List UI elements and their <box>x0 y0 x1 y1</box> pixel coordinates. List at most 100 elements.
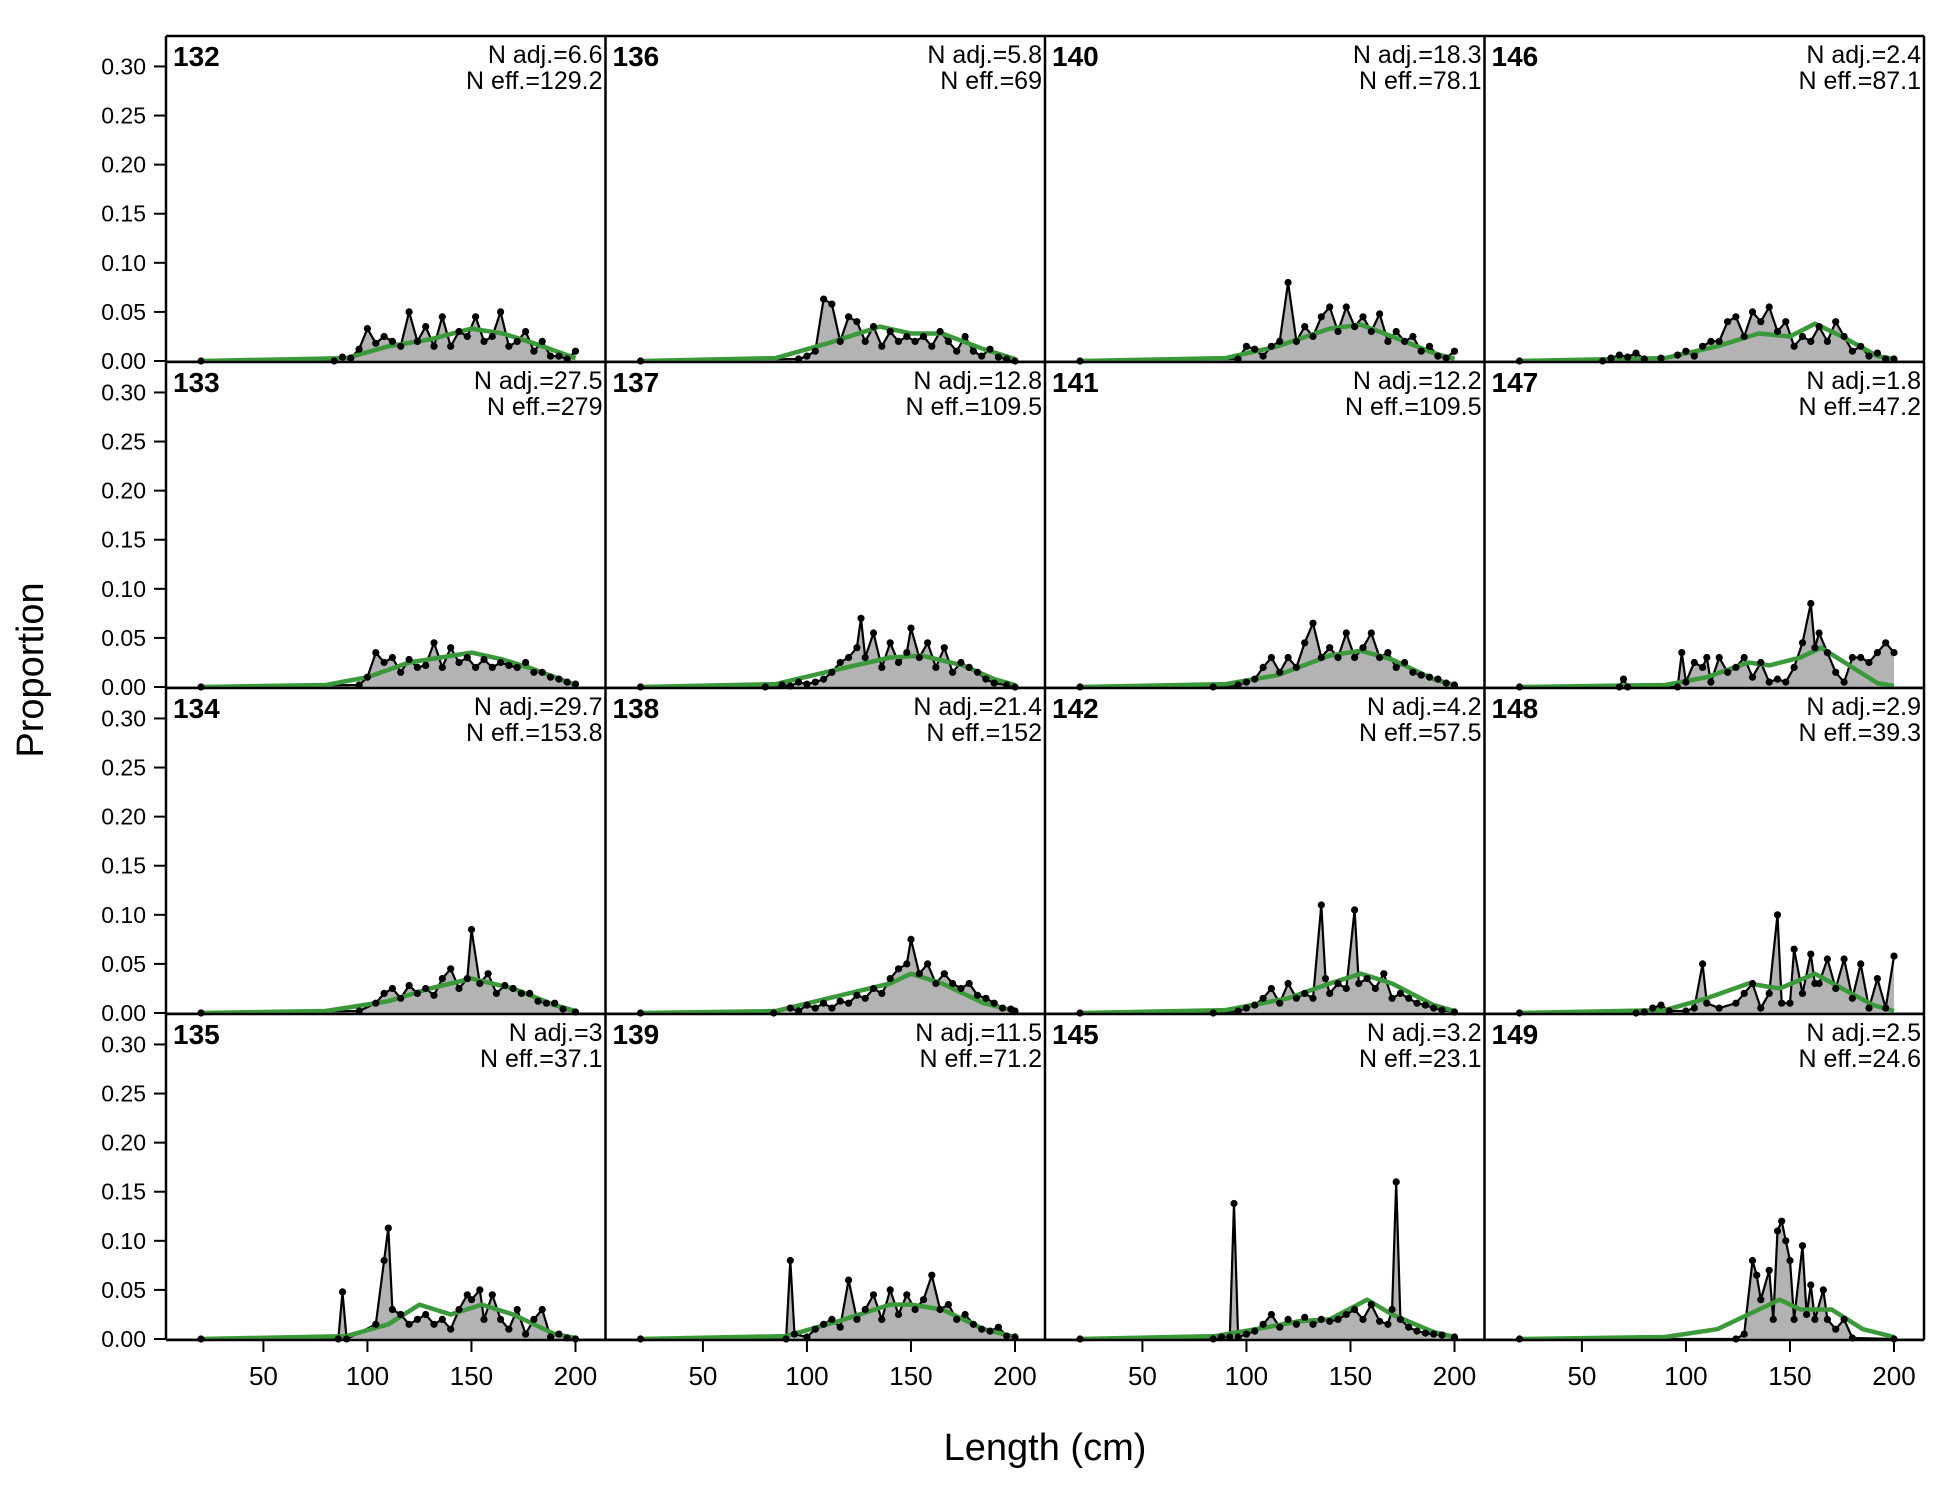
observed-point <box>1438 1331 1446 1339</box>
observed-point <box>982 675 990 683</box>
n-adj-label: N adj.=3 <box>509 1019 603 1047</box>
observed-point <box>397 1310 405 1319</box>
observed-point <box>1798 639 1807 647</box>
observed-point <box>1242 1330 1250 1338</box>
observed-point <box>1790 1315 1798 1323</box>
observed-point <box>480 337 488 345</box>
n-adj-label: N adj.=2.5 <box>1806 1019 1921 1047</box>
observed-point <box>1778 999 1786 1007</box>
observed-point <box>978 1325 986 1333</box>
observed-point <box>1342 984 1350 993</box>
observed-point <box>1757 1004 1765 1012</box>
expected-line <box>1079 322 1456 364</box>
observed-point <box>430 991 438 999</box>
observed-point <box>1267 1310 1275 1319</box>
observed-point <box>820 999 828 1007</box>
observed-point <box>388 653 396 662</box>
observed-point <box>1690 1004 1698 1012</box>
observed-point <box>467 925 476 934</box>
observed-point <box>953 347 961 355</box>
observed-area <box>201 311 576 361</box>
observed-point <box>1276 1323 1284 1331</box>
observed-point <box>430 342 438 350</box>
n-eff-label: N eff.=47.2 <box>1798 393 1921 421</box>
observed-point <box>530 668 538 676</box>
observed-point <box>1790 945 1798 953</box>
observed-point <box>555 675 563 683</box>
observed-point <box>513 663 521 672</box>
observed-point <box>363 325 371 333</box>
observed-point <box>903 1291 911 1299</box>
observed-point <box>1840 678 1848 686</box>
observed-point <box>1890 649 1898 657</box>
observed-point <box>845 653 853 662</box>
observed-point <box>820 295 828 303</box>
observed-point <box>447 644 455 652</box>
y-tick-label: 0.05 <box>101 299 146 325</box>
observed-point <box>1259 352 1267 360</box>
observed-point <box>559 1005 567 1013</box>
y-tick-label: 0.25 <box>101 1081 146 1107</box>
observed-point <box>1715 653 1723 662</box>
n-adj-label: N adj.=21.4 <box>913 693 1042 721</box>
observed-point <box>1276 999 1284 1007</box>
observed-point <box>928 1271 936 1279</box>
observed-point <box>1703 999 1711 1007</box>
observed-point <box>919 1296 928 1304</box>
observed-point <box>1334 979 1342 988</box>
observed-point <box>1773 911 1782 919</box>
observed-point <box>463 653 471 662</box>
observed-point <box>413 663 421 672</box>
observed-point <box>990 999 998 1007</box>
observed-point <box>903 332 911 341</box>
y-tick-label: 0.15 <box>101 201 146 227</box>
panel-140: 140 N adj.=18.3N eff.=78.1 <box>1045 41 1485 365</box>
observed-point <box>990 679 998 687</box>
observed-point <box>1882 639 1890 647</box>
observed-point <box>1259 663 1267 672</box>
observed-point <box>1284 653 1292 662</box>
panel-label: 139 <box>613 1019 660 1050</box>
observed-point <box>1757 1296 1765 1304</box>
y-tick-label: 0.30 <box>101 705 146 731</box>
observed-point <box>1823 955 1831 963</box>
observed-point <box>1284 979 1292 988</box>
observed-point <box>1840 332 1848 341</box>
observed-point <box>986 1327 994 1335</box>
panel-label: 141 <box>1052 367 1099 398</box>
observed-point <box>936 327 944 336</box>
observed-area <box>1080 905 1455 1013</box>
observed-point <box>1401 337 1409 345</box>
y-tick-label: 0.10 <box>101 902 146 928</box>
observed-point <box>1699 960 1707 968</box>
observed-point <box>1798 989 1807 998</box>
observed-point <box>1367 327 1375 336</box>
observed-point <box>1790 663 1798 672</box>
observed-point <box>422 1310 430 1319</box>
panel-label: 149 <box>1492 1019 1539 1050</box>
expected-line <box>1519 1297 1895 1342</box>
y-tick-label: 0.15 <box>101 527 146 553</box>
observed-point <box>1857 960 1865 968</box>
n-eff-label: N eff.=24.6 <box>1798 1045 1921 1073</box>
observed-point <box>472 663 480 672</box>
observed-point <box>957 984 965 993</box>
n-eff-label: N eff.=71.2 <box>919 1045 1042 1073</box>
observed-point <box>530 347 538 355</box>
n-eff-label: N eff.=152 <box>926 719 1042 747</box>
observed-point <box>571 347 580 355</box>
observed-point <box>894 658 903 667</box>
observed-point <box>438 975 446 983</box>
axes: 0.00 0.05 0.10 0.15 0.20 0.25 0.30 0.00 0.05 0.10… <box>101 34 1926 1391</box>
observed-point <box>1292 1320 1300 1328</box>
observed-point <box>384 1224 392 1232</box>
observed-point <box>526 989 534 998</box>
y-tick-label: 0.30 <box>101 1031 146 1057</box>
observed-point <box>438 313 446 321</box>
observed-point <box>1690 658 1698 667</box>
observed-point <box>1715 337 1723 345</box>
observed-point <box>828 300 836 308</box>
observed-point <box>1376 310 1384 318</box>
observed-point <box>546 673 555 681</box>
observed-point <box>878 1315 886 1323</box>
